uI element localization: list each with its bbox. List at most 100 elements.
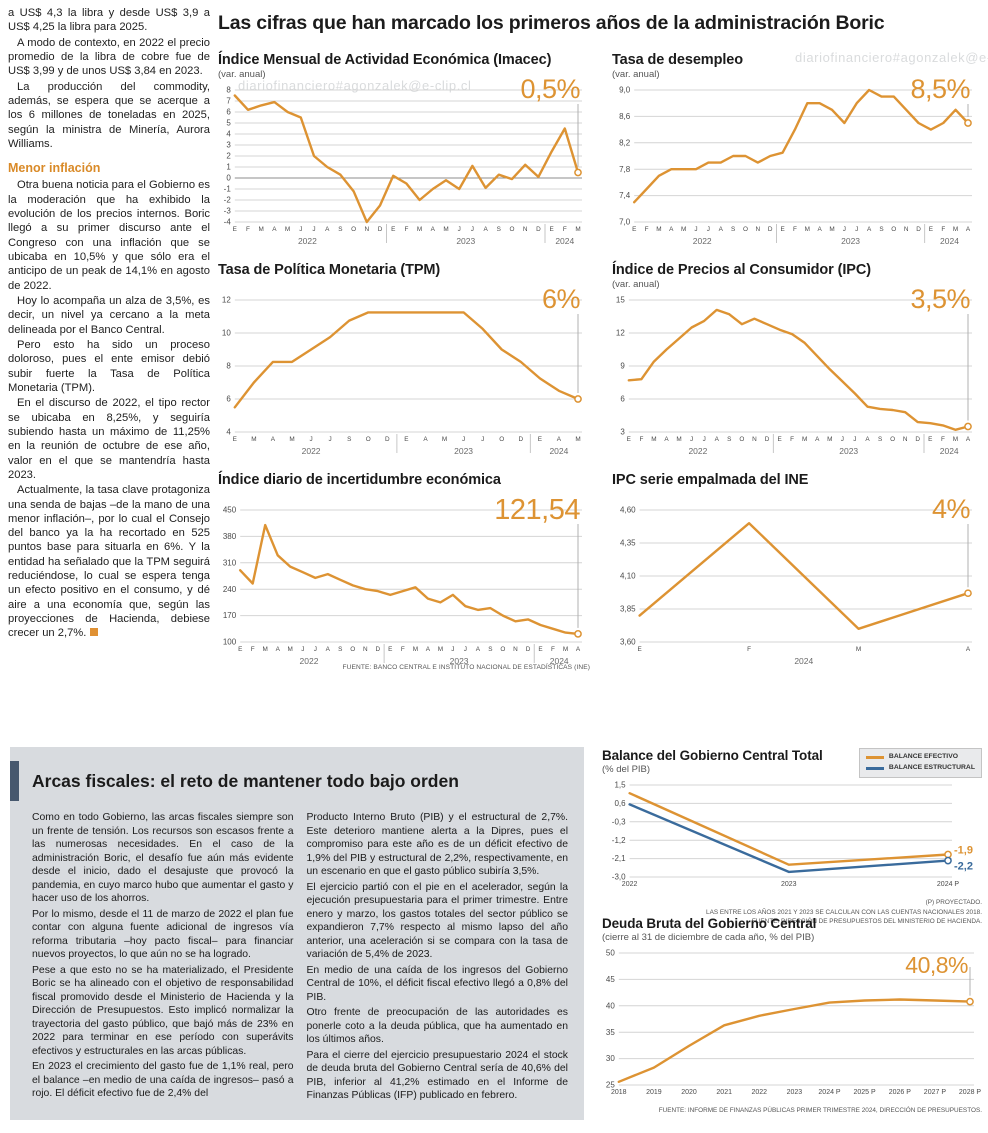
chart-ipc: Índice de Precios al Consumidor (IPC) (v… [612, 262, 980, 461]
svg-text:-1,9: -1,9 [954, 845, 973, 857]
svg-text:A: A [664, 436, 669, 443]
svg-text:A: A [431, 226, 436, 233]
chart-title: Índice Mensual de Actividad Económica (I… [218, 52, 552, 68]
svg-text:M: M [827, 436, 832, 443]
svg-text:O: O [500, 646, 505, 653]
svg-text:M: M [251, 436, 256, 443]
svg-text:-2: -2 [224, 196, 232, 205]
svg-text:E: E [538, 436, 542, 443]
svg-text:F: F [639, 436, 643, 443]
svg-text:M: M [285, 226, 290, 233]
svg-text:A: A [576, 646, 581, 653]
title-accent-bar [10, 761, 19, 801]
svg-text:M: M [802, 436, 807, 443]
chart-current-value: 40,8% [905, 952, 968, 978]
svg-text:A: A [483, 226, 488, 233]
svg-text:450: 450 [223, 506, 237, 515]
svg-text:E: E [637, 646, 641, 653]
article-paragraphs-inflation: Otra buena noticia para el Gobierno es l… [8, 178, 210, 641]
svg-text:M: M [651, 436, 656, 443]
svg-text:S: S [338, 226, 342, 233]
svg-text:F: F [645, 226, 649, 233]
svg-text:3,60: 3,60 [620, 638, 636, 647]
svg-text:-4: -4 [224, 218, 232, 227]
paragraph: En 2023 el crecimiento del gasto fue de … [32, 1061, 294, 1100]
svg-text:E: E [632, 226, 636, 233]
svg-text:D: D [526, 646, 531, 653]
svg-text:2022: 2022 [298, 236, 317, 246]
chart-title: IPC serie empalmada del INE [612, 472, 809, 488]
svg-text:4,10: 4,10 [620, 572, 636, 581]
svg-text:J: J [328, 436, 331, 443]
svg-text:2023: 2023 [781, 881, 797, 888]
svg-text:S: S [488, 646, 492, 653]
svg-text:-2,2: -2,2 [954, 861, 973, 873]
svg-text:A: A [557, 436, 562, 443]
svg-text:310: 310 [223, 558, 237, 567]
svg-text:2019: 2019 [646, 1089, 662, 1096]
svg-text:S: S [347, 436, 351, 443]
svg-text:J: J [853, 436, 856, 443]
svg-text:2022: 2022 [300, 656, 319, 666]
chart-subtitle: (var. anual) [612, 69, 660, 80]
svg-text:10: 10 [222, 329, 231, 338]
svg-text:2023: 2023 [450, 656, 469, 666]
svg-text:M: M [805, 226, 810, 233]
svg-text:J: J [690, 436, 693, 443]
svg-text:F: F [790, 436, 794, 443]
svg-text:F: F [941, 226, 945, 233]
svg-text:1: 1 [226, 163, 231, 172]
svg-text:J: J [314, 646, 317, 653]
subhead-menor-inflacion: Menor inflación [8, 161, 101, 176]
svg-text:2022: 2022 [302, 446, 321, 456]
svg-text:S: S [727, 436, 731, 443]
svg-text:12: 12 [616, 329, 625, 338]
svg-text:O: O [891, 226, 896, 233]
svg-text:2026 P: 2026 P [889, 1089, 912, 1096]
svg-text:M: M [953, 226, 958, 233]
svg-text:12: 12 [222, 296, 231, 305]
svg-text:M: M [413, 646, 418, 653]
chart-plot: 1,5 0,6 -0,3 -1,2 -2,1 -3,0 2022 2023 2024 P -1,9… [602, 779, 982, 896]
svg-text:A: A [326, 646, 331, 653]
svg-text:D: D [915, 436, 920, 443]
svg-text:S: S [879, 226, 883, 233]
svg-text:2022: 2022 [688, 446, 707, 456]
svg-text:M: M [656, 226, 661, 233]
svg-text:E: E [780, 226, 784, 233]
svg-text:100: 100 [223, 638, 237, 647]
paragraph: a US$ 4,3 la libra y desde US$ 3,9 a US$… [8, 7, 210, 34]
svg-text:M: M [417, 226, 422, 233]
svg-text:F: F [246, 226, 250, 233]
chart-subtitle: (var. anual) [218, 69, 266, 80]
svg-text:2024: 2024 [940, 446, 959, 456]
paragraph: Para el cierre del ejercicio presupuesta… [306, 1049, 569, 1102]
svg-text:8: 8 [226, 86, 231, 95]
svg-text:E: E [391, 226, 395, 233]
svg-text:O: O [350, 646, 355, 653]
svg-text:O: O [743, 226, 748, 233]
svg-text:2022: 2022 [693, 236, 712, 246]
footnote: FUENTE: INFORME DE FINANZAS PÚBLICAS PRI… [658, 1107, 982, 1114]
svg-text:E: E [233, 436, 237, 443]
svg-text:A: A [272, 226, 277, 233]
svg-text:D: D [518, 436, 523, 443]
svg-text:F: F [404, 226, 408, 233]
svg-text:J: J [299, 226, 302, 233]
svg-text:4: 4 [226, 428, 231, 437]
chart-subtitle [612, 489, 980, 502]
svg-text:2028 P: 2028 P [959, 1089, 982, 1096]
footnote: FUENTE: DIRECCIÓN DE PRESUPUESTOS DEL MI… [751, 918, 982, 926]
svg-text:170: 170 [223, 611, 237, 620]
svg-text:N: N [755, 226, 760, 233]
svg-text:A: A [715, 436, 720, 443]
svg-text:2: 2 [226, 152, 231, 161]
svg-text:2023: 2023 [839, 446, 858, 456]
svg-text:J: J [707, 226, 710, 233]
svg-text:A: A [426, 646, 431, 653]
svg-text:J: J [312, 226, 315, 233]
svg-text:J: J [855, 226, 858, 233]
svg-text:2022: 2022 [622, 881, 638, 888]
svg-text:-3: -3 [224, 207, 232, 216]
chart-incertidumbre: Índice diario de incertidumbre económica… [218, 472, 590, 671]
